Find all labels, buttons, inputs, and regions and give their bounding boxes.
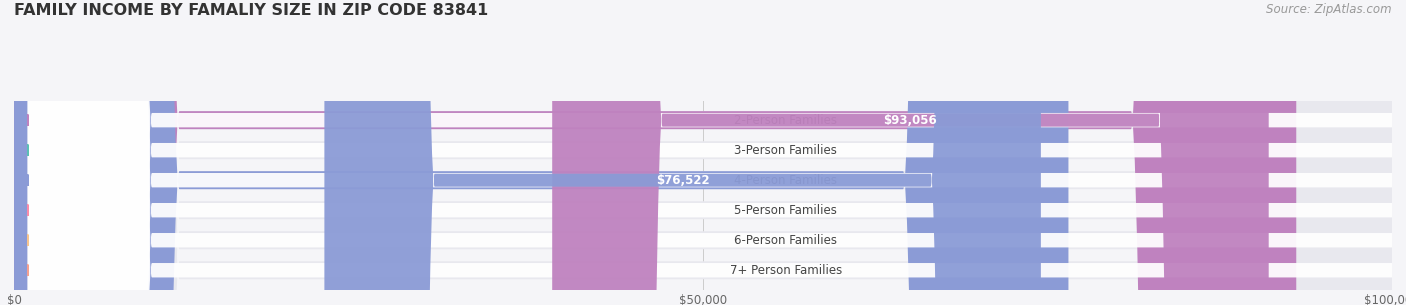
Text: Source: ZipAtlas.com: Source: ZipAtlas.com (1267, 3, 1392, 16)
FancyBboxPatch shape (14, 0, 1296, 305)
FancyBboxPatch shape (14, 0, 1392, 305)
Text: 2-Person Families: 2-Person Families (734, 114, 837, 127)
Text: 5-Person Families: 5-Person Families (734, 204, 837, 217)
Text: $93,056: $93,056 (883, 114, 938, 127)
FancyBboxPatch shape (28, 0, 1406, 305)
FancyBboxPatch shape (28, 0, 1406, 305)
FancyBboxPatch shape (28, 0, 1406, 305)
FancyBboxPatch shape (28, 0, 1406, 305)
FancyBboxPatch shape (14, 0, 1069, 305)
FancyBboxPatch shape (553, 0, 1268, 305)
Text: 6-Person Families: 6-Person Families (734, 234, 837, 247)
FancyBboxPatch shape (14, 0, 1392, 305)
Text: 3-Person Families: 3-Person Families (734, 144, 837, 157)
Text: $76,522: $76,522 (655, 174, 710, 187)
FancyBboxPatch shape (28, 0, 1406, 305)
FancyBboxPatch shape (14, 0, 1392, 305)
Text: 4-Person Families: 4-Person Families (734, 174, 837, 187)
FancyBboxPatch shape (14, 0, 1392, 305)
FancyBboxPatch shape (14, 0, 1392, 305)
FancyBboxPatch shape (14, 0, 1392, 305)
FancyBboxPatch shape (325, 0, 1040, 305)
Text: FAMILY INCOME BY FAMALIY SIZE IN ZIP CODE 83841: FAMILY INCOME BY FAMALIY SIZE IN ZIP COD… (14, 3, 488, 18)
Text: 7+ Person Families: 7+ Person Families (730, 264, 842, 277)
FancyBboxPatch shape (28, 0, 1406, 305)
